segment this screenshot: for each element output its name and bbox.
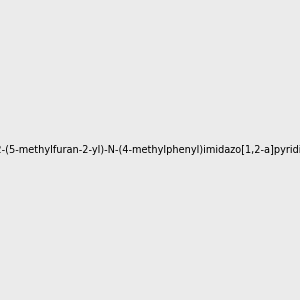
Text: 5-methyl-2-(5-methylfuran-2-yl)-N-(4-methylphenyl)imidazo[1,2-a]pyridin-3-amine: 5-methyl-2-(5-methylfuran-2-yl)-N-(4-met… [0,145,300,155]
